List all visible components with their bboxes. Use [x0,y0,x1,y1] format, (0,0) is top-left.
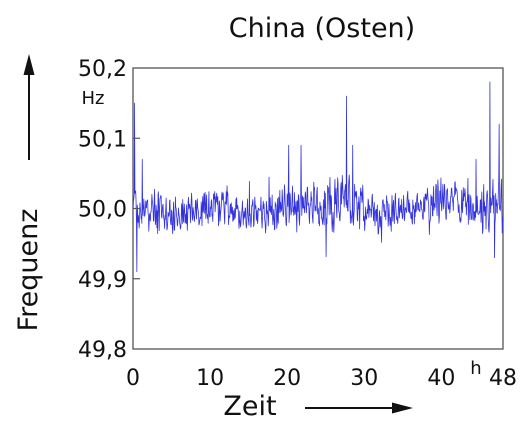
y-axis-label: Frequenz [13,209,44,332]
x-tick-label: 48 [489,366,517,391]
y-tick-label: 50,1 [78,127,127,152]
x-tick-label: 0 [126,366,140,391]
x-axis-label: Zeit [223,391,276,422]
y-tick-marks [133,137,140,280]
chart-title: China (Osten) [229,13,415,44]
x-tick-labels: 0 10 20 30 40 48 [126,366,517,391]
frequency-series-line [132,81,504,273]
x-axis-unit: h [470,358,481,379]
y-axis-unit: Hz [82,88,105,109]
x-tick-label: 30 [350,366,378,391]
y-tick-label: 50,0 [78,198,127,223]
y-tick-labels: 49,8 49,9 50,0 50,1 50,2 [78,57,127,363]
x-axis-arrow-head [392,402,413,414]
series-group [132,81,504,273]
y-axis-arrow-head [23,54,35,75]
y-tick-label: 50,2 [78,57,127,82]
x-tick-label: 10 [196,366,224,391]
x-tick-label: 40 [427,366,455,391]
y-tick-label: 49,9 [78,268,127,293]
x-tick-label: 20 [273,366,301,391]
y-tick-label: 49,8 [78,338,127,363]
